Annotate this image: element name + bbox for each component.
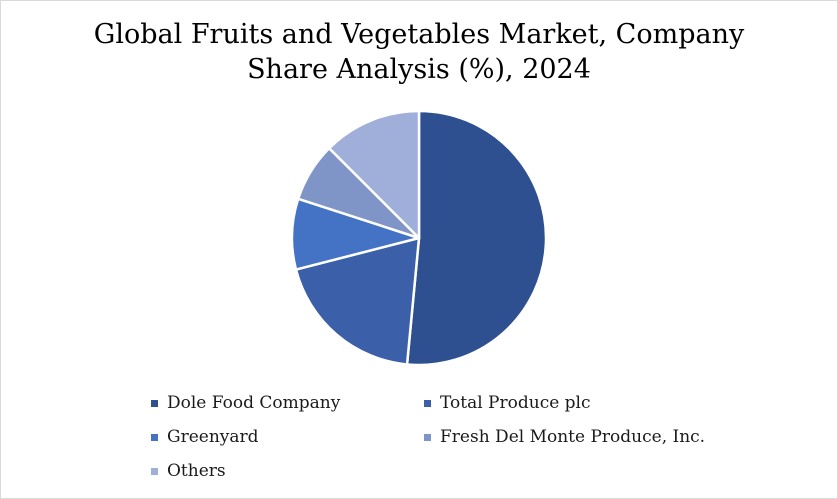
legend-label-total-produce: Total Produce plc (440, 393, 591, 413)
legend-swatch-others (151, 467, 158, 475)
legend-swatch-fresh-del-monte (424, 433, 431, 441)
chart-title-line-1: Global Fruits and Vegetables Market, Com… (93, 19, 745, 50)
chart-title: Global Fruits and Vegetables Market, Com… (1, 17, 837, 87)
legend-swatch-total-produce (424, 399, 431, 407)
pie-slice-dole (405, 109, 548, 367)
legend-swatch-greenyard (151, 433, 158, 441)
legend-swatch-dole (151, 399, 158, 407)
pie-slice-total-produce (294, 236, 421, 366)
legend-item-dole: Dole Food Company (151, 393, 340, 413)
legend-label-others: Others (167, 461, 226, 481)
legend-label-greenyard: Greenyard (167, 427, 259, 447)
legend-label-dole: Dole Food Company (167, 393, 341, 413)
legend-item-others: Others (151, 461, 226, 481)
legend-item-total-produce: Total Produce plc (424, 393, 591, 413)
legend-label-fresh-del-monte: Fresh Del Monte Produce, Inc. (440, 427, 706, 447)
legend-item-fresh-del-monte: Fresh Del Monte Produce, Inc. (424, 427, 705, 447)
pie-slice-others (327, 109, 421, 240)
chart-title-line-2: Share Analysis (%), 2024 (247, 54, 591, 85)
legend-item-greenyard: Greenyard (151, 427, 259, 447)
